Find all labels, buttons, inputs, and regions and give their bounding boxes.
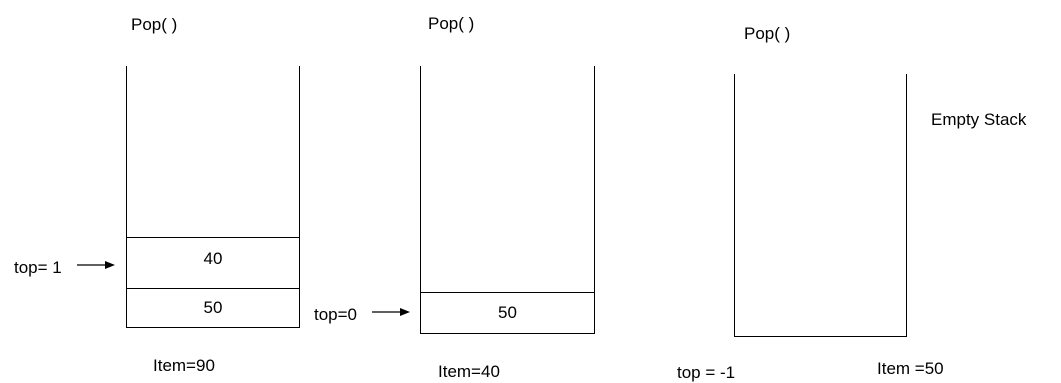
stack1-top-pointer-label: top= 1: [14, 258, 62, 277]
stack3-right-wall: [906, 74, 907, 337]
stack2-bottom: [420, 333, 595, 334]
stack1-pointer-arrow-icon: [77, 261, 115, 269]
stack2-top-pointer-label: top=0: [314, 305, 358, 324]
stack2-operation: Pop( ): [428, 14, 475, 33]
stack2-item-label: Item=40: [438, 362, 500, 381]
stack3-top-label: top = -1: [677, 363, 736, 382]
stack1-left-wall: [126, 66, 127, 328]
stack2-cell-divider: [420, 292, 595, 293]
stack3-status-label: Empty Stack: [931, 110, 1027, 129]
stack3-bottom: [734, 336, 907, 337]
stack1-item-label: Item=90: [153, 356, 215, 375]
stack3-item-label: Item =50: [877, 359, 944, 378]
stack2-cell-top: 50: [498, 303, 517, 322]
stack3-operation: Pop( ): [744, 24, 791, 43]
stack1-cell-divider: [126, 288, 300, 289]
stack2-pointer-arrow-icon: [372, 308, 410, 316]
stack3-left-wall: [734, 74, 735, 337]
stack1-right-wall: [299, 66, 300, 328]
stack1-bottom: [126, 327, 300, 328]
stack1-cell-bottom: 50: [203, 298, 223, 317]
stack1-cell-divider: [126, 237, 300, 238]
stack1-cell-top: 40: [203, 249, 223, 268]
stack1-operation: Pop( ): [131, 15, 178, 34]
stack2-right-wall: [594, 66, 595, 334]
stack2-left-wall: [420, 66, 421, 334]
